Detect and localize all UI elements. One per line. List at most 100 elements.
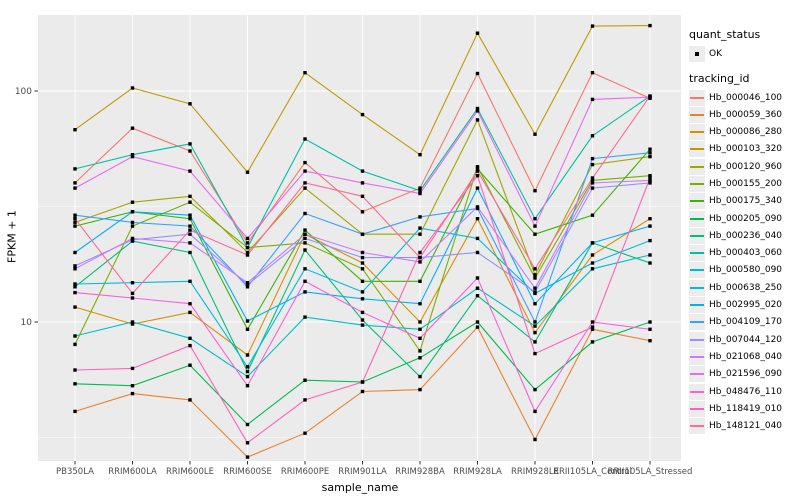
x-tick-label: RRIM600SE	[223, 467, 272, 477]
y-tick-label: 10	[21, 318, 33, 328]
data-point	[648, 23, 652, 28]
data-point	[418, 260, 422, 264]
data-point	[303, 211, 307, 216]
data-point	[475, 71, 480, 76]
data-point	[475, 294, 480, 298]
data-point	[130, 236, 135, 241]
data-point	[475, 167, 480, 171]
line-swatch-icon	[690, 425, 704, 428]
data-point	[590, 267, 595, 271]
data-point	[245, 374, 250, 379]
data-point	[73, 250, 77, 255]
legend-key-box	[689, 210, 705, 227]
legend-key-box	[689, 245, 705, 262]
data-point	[418, 327, 422, 331]
data-point	[533, 437, 537, 442]
data-point	[533, 330, 537, 335]
data-point	[648, 176, 652, 180]
data-point	[360, 250, 365, 255]
line-swatch-icon	[690, 269, 704, 272]
legend-key-box	[689, 158, 705, 175]
x-tick-label: RRIM928BA	[395, 467, 445, 477]
data-point	[245, 369, 250, 374]
data-point	[418, 320, 422, 324]
data-point	[475, 186, 480, 190]
data-point	[130, 200, 135, 204]
data-point	[130, 86, 135, 90]
legend-entry: Hb_000046_100	[689, 89, 799, 106]
data-point	[188, 142, 192, 146]
data-point	[188, 200, 192, 204]
legend-entry-label: Hb_000086_280	[709, 127, 783, 138]
data-point	[648, 238, 652, 243]
data-point	[303, 236, 307, 241]
data-point	[73, 290, 77, 295]
data-point	[418, 302, 422, 306]
legend-entry-label: Hb_000046_100	[709, 92, 783, 103]
data-point	[475, 236, 480, 241]
data-point	[73, 224, 77, 228]
data-point	[648, 151, 652, 155]
data-point	[418, 255, 422, 260]
data-point	[73, 217, 77, 221]
data-point	[533, 276, 537, 280]
data-point	[188, 102, 192, 106]
legend-entry-label: Hb_000236_040	[709, 230, 783, 241]
data-point	[73, 282, 77, 286]
data-point	[303, 267, 307, 271]
x-tick-label: RRII105LA_Control	[553, 467, 632, 477]
x-tick-label: RRIM600PE	[281, 467, 329, 477]
data-point	[245, 365, 250, 369]
legend-entry-label: Hb_000205_090	[709, 213, 783, 224]
data-point	[188, 169, 192, 173]
legend-key-box	[689, 89, 705, 106]
legend-entries: Hb_000046_100 Hb_000059_360 Hb_000086_280 H…	[689, 89, 799, 435]
data-point	[188, 398, 192, 402]
data-point	[188, 279, 192, 283]
data-point	[130, 153, 135, 157]
legend-key-box	[689, 262, 705, 279]
legend-entry-label: Hb_000155_200	[709, 178, 783, 189]
data-point	[130, 320, 135, 324]
line-swatch-icon	[690, 96, 704, 99]
data-point	[73, 382, 77, 386]
line-swatch-icon	[690, 373, 704, 376]
data-point	[360, 112, 365, 117]
data-point	[533, 189, 537, 193]
legend-entry: Hb_000059_360	[689, 106, 799, 123]
legend-entry: Hb_048476_110	[689, 383, 799, 400]
data-point	[533, 387, 537, 392]
legend-entry-label: Hb_148121_040	[709, 421, 783, 432]
data-point	[590, 71, 595, 75]
data-point	[188, 228, 192, 232]
legend-entry: Hb_007044_120	[689, 331, 799, 348]
legend-entry-label: Hb_007044_120	[709, 334, 783, 345]
data-point	[590, 24, 595, 28]
legend-entry: Hb_021596_090	[689, 366, 799, 383]
line-swatch-icon	[690, 182, 704, 185]
data-point	[648, 174, 652, 178]
data-point	[590, 340, 595, 344]
legend-entry: Hb_118419_010	[689, 400, 799, 417]
data-point	[130, 126, 135, 130]
legend-entry: Hb_021068_040	[689, 348, 799, 365]
data-point	[303, 137, 307, 141]
data-point	[245, 281, 250, 285]
data-point	[188, 336, 192, 340]
data-point	[73, 285, 77, 289]
x-tick-label: RRIM901LA	[338, 467, 387, 477]
data-point	[188, 194, 192, 198]
data-point	[303, 71, 307, 75]
legend-title-quant-status: quant_status	[689, 28, 761, 41]
data-point	[73, 342, 77, 347]
data-point	[73, 220, 77, 225]
data-point	[418, 250, 422, 255]
data-point	[418, 232, 422, 236]
data-point	[418, 191, 422, 196]
data-point	[303, 378, 307, 382]
data-point	[360, 380, 365, 384]
data-point	[475, 325, 480, 329]
data-point	[533, 267, 537, 271]
data-point	[648, 224, 652, 228]
data-point	[73, 186, 77, 190]
